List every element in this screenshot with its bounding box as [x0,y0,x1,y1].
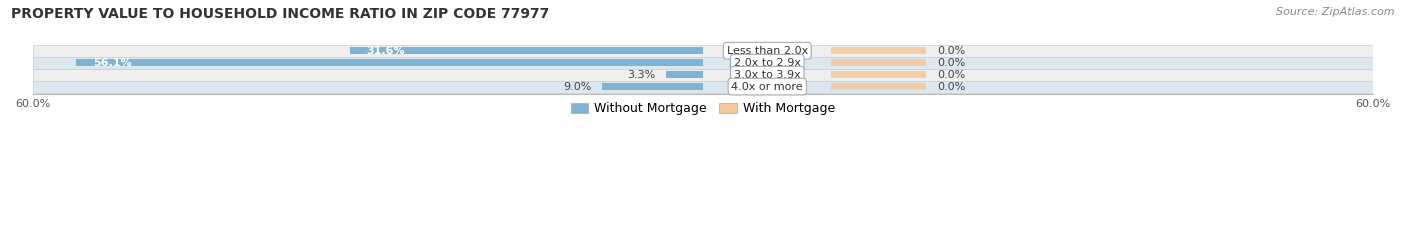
Bar [32,69,1374,81]
Text: 0.0%: 0.0% [938,46,966,56]
Text: 3.0x to 3.9x: 3.0x to 3.9x [734,70,800,80]
Text: 31.6%: 31.6% [367,46,405,56]
Bar [831,83,927,90]
Text: 0.0%: 0.0% [938,70,966,80]
Bar [831,59,927,66]
Text: 3.3%: 3.3% [627,70,655,80]
Bar [831,71,927,78]
Bar [602,83,703,90]
Bar [32,81,1374,93]
Bar [666,71,703,78]
Text: 9.0%: 9.0% [562,82,592,92]
Text: 0.0%: 0.0% [938,82,966,92]
Text: 4.0x or more: 4.0x or more [731,82,803,92]
Bar [76,59,703,66]
Text: Source: ZipAtlas.com: Source: ZipAtlas.com [1277,7,1395,17]
Bar [32,45,1374,57]
Text: PROPERTY VALUE TO HOUSEHOLD INCOME RATIO IN ZIP CODE 77977: PROPERTY VALUE TO HOUSEHOLD INCOME RATIO… [11,7,550,21]
Text: 0.0%: 0.0% [938,58,966,68]
Legend: Without Mortgage, With Mortgage: Without Mortgage, With Mortgage [565,97,841,120]
Text: 2.0x to 2.9x: 2.0x to 2.9x [734,58,801,68]
Bar [32,57,1374,69]
Bar [350,47,703,54]
Bar [831,47,927,54]
Text: Less than 2.0x: Less than 2.0x [727,46,808,56]
Text: 56.1%: 56.1% [93,58,132,68]
